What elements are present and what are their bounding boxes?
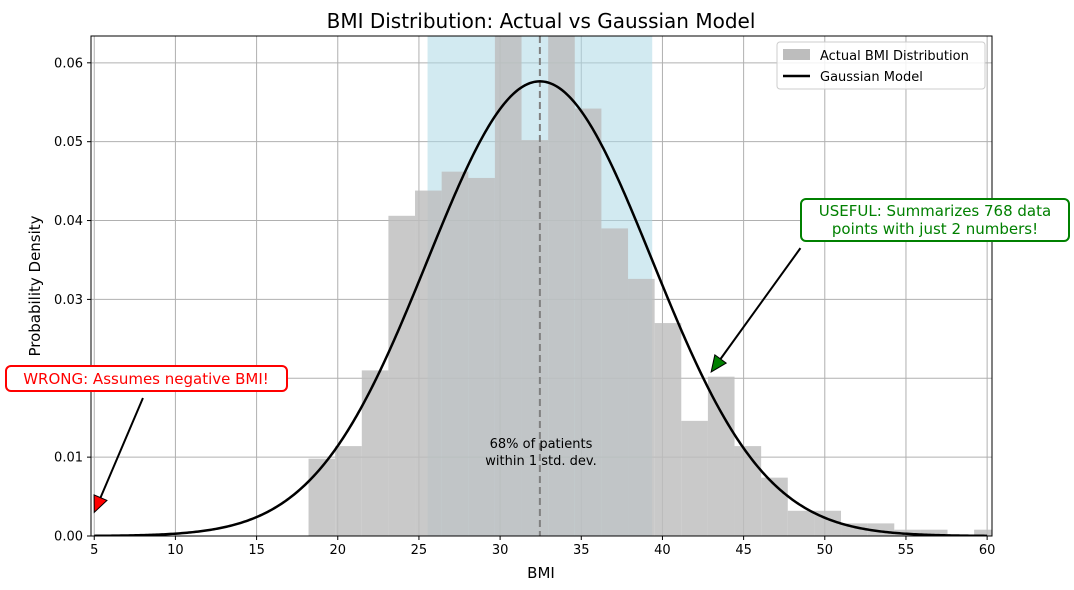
histogram-bar-18 — [787, 510, 815, 536]
plot-frame — [90, 35, 993, 537]
histogram-bars — [308, 36, 992, 536]
y-tick-label-1: 0.01 — [54, 451, 83, 466]
x-tick-label-0: 5 — [90, 543, 98, 558]
histogram-bar-8 — [521, 140, 549, 536]
y-axis-label: Probability Density — [26, 215, 44, 356]
gaussian-curve — [94, 80, 988, 536]
histogram-bar-14 — [681, 420, 708, 536]
x-tick-label-3: 20 — [329, 543, 346, 558]
histogram-bar-12 — [628, 278, 655, 536]
x-tick-label-5: 30 — [492, 543, 509, 558]
annotation-useful-box — [800, 198, 1070, 242]
annotation-wrong: WRONG: Assumes negative BMI! — [5, 365, 288, 514]
gaussian-curve-group — [94, 80, 988, 536]
legend-hist-label: Actual BMI Distribution — [820, 49, 969, 64]
histogram-bar-1 — [335, 446, 362, 536]
legend-box — [776, 41, 986, 90]
histogram-bar-3 — [388, 215, 416, 536]
histogram-bar-5 — [441, 171, 469, 536]
legend-gaussian-label: Gaussian Model — [820, 70, 923, 85]
annotation-wrong-box — [5, 365, 288, 392]
annotation-useful: USEFUL: Summarizes 768 data points with … — [710, 198, 1070, 373]
histogram-bar-9 — [548, 36, 575, 536]
legend-hist-swatch — [783, 49, 810, 60]
histogram-bar-2 — [361, 370, 389, 536]
x-tick-label-9: 50 — [817, 543, 834, 558]
y-tick-label-4: 0.04 — [54, 214, 83, 229]
y-tick-label-0: 0.00 — [54, 530, 83, 545]
x-tick-label-1: 10 — [167, 543, 184, 558]
histogram-bar-7 — [494, 36, 522, 536]
histogram-bar-25 — [974, 529, 992, 536]
x-tick-label-4: 25 — [411, 543, 428, 558]
annotation-useful-text-line-2: points with just 2 numbers! — [832, 220, 1038, 238]
x-tick-label-6: 35 — [573, 543, 590, 558]
annotation-wrong-arrow — [99, 397, 144, 499]
x-tick-label-8: 45 — [735, 543, 752, 558]
y-tick-label-6: 0.06 — [54, 56, 83, 71]
std-dev-label-line-1: 68% of patients — [490, 437, 593, 452]
annotation-useful-text-line-1: USEFUL: Summarizes 768 data — [819, 202, 1051, 220]
histogram-bar-11 — [601, 228, 629, 536]
annotation-useful-arrowhead — [710, 354, 728, 373]
x-tick-label-11: 60 — [979, 543, 996, 558]
chart-title: BMI Distribution: Actual vs Gaussian Mod… — [327, 9, 756, 33]
x-axis-ticks: 5 10 15 20 25 30 35 40 45 50 55 60 — [90, 536, 995, 558]
histogram-bar-0 — [308, 458, 336, 536]
x-tick-label-10: 55 — [898, 543, 915, 558]
histogram-bar-6 — [468, 177, 495, 536]
x-tick-label-2: 15 — [248, 543, 265, 558]
legend: Actual BMI Distribution Gaussian Model — [776, 41, 986, 90]
histogram-bar-17 — [761, 477, 788, 536]
annotation-wrong-arrowhead — [93, 494, 108, 514]
y-tick-label-5: 0.05 — [54, 135, 83, 150]
y-tick-label-3: 0.03 — [54, 293, 83, 308]
histogram-bar-23 — [920, 529, 948, 536]
std-dev-label-line-2: within 1 std. dev. — [485, 454, 596, 469]
histogram-bar-16 — [734, 446, 762, 536]
histogram-bar-10 — [574, 108, 602, 536]
y-axis-ticks: 0.000.010.020.030.040.050.06 — [54, 56, 91, 545]
histogram-bar-13 — [654, 323, 682, 536]
annotation-useful-arrow — [719, 247, 802, 360]
histogram-bar-4 — [415, 190, 442, 536]
histogram-bar-15 — [707, 376, 735, 536]
annotation-wrong-text: WRONG: Assumes negative BMI! — [23, 370, 269, 388]
x-axis-label: BMI — [527, 564, 555, 582]
x-tick-label-7: 40 — [654, 543, 671, 558]
